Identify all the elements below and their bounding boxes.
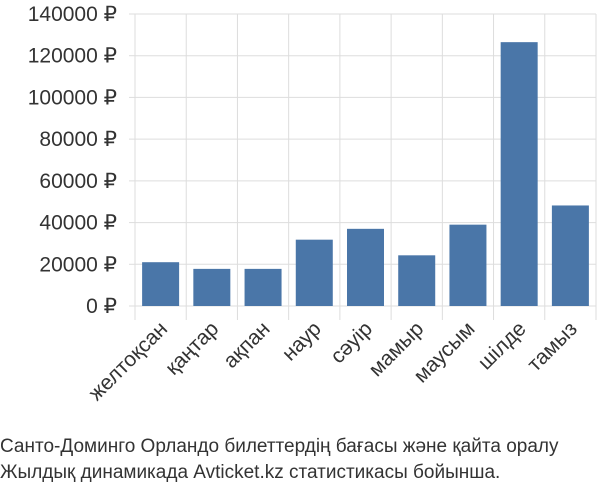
x-tick-label: қаңтар — [161, 317, 223, 379]
bar-chart: 0 ₽ 20000 ₽ 40000 ₽ 60000 ₽ 80000 ₽ 100000 ₽ 1… — [28, 3, 597, 405]
x-tick-label: желтоқсан — [84, 317, 172, 405]
bar-3 — [295, 239, 333, 306]
y-tick-label: 120000 ₽ — [28, 45, 117, 68]
x-tick-label: тамыз — [523, 317, 582, 376]
bar-5 — [398, 255, 436, 306]
bar-2 — [244, 268, 282, 306]
y-tick-label: 20000 ₽ — [39, 253, 117, 276]
bar-1 — [193, 268, 231, 306]
bar-0 — [142, 262, 180, 306]
x-tick-label: ақпан — [219, 317, 275, 373]
y-tick-label: 80000 ₽ — [39, 128, 117, 151]
y-axis-ticks: 0 ₽ 20000 ₽ 40000 ₽ 60000 ₽ 80000 ₽ 100000 ₽ 1… — [28, 3, 117, 318]
caption-line-2: Жылдық динамикада Avticket.kz статистика… — [0, 462, 501, 483]
bar-4 — [347, 228, 384, 306]
y-tick-label: 140000 ₽ — [28, 3, 117, 26]
bars — [142, 42, 589, 307]
x-tick-label: наур — [278, 317, 326, 365]
caption-line-1: Санто-Доминго Орландо билеттердің бағасы… — [0, 436, 559, 457]
bar-7 — [500, 42, 538, 307]
x-tick-label: шілде — [474, 317, 531, 374]
y-tick-label: 40000 ₽ — [39, 212, 117, 235]
y-tick-label: 100000 ₽ — [28, 86, 117, 109]
bar-6 — [449, 224, 487, 306]
y-tick-label: 0 ₽ — [86, 295, 117, 318]
y-tick-label: 60000 ₽ — [39, 170, 117, 193]
bar-8 — [551, 205, 589, 306]
